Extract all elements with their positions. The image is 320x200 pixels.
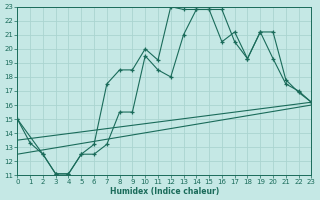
X-axis label: Humidex (Indice chaleur): Humidex (Indice chaleur) — [110, 187, 219, 196]
